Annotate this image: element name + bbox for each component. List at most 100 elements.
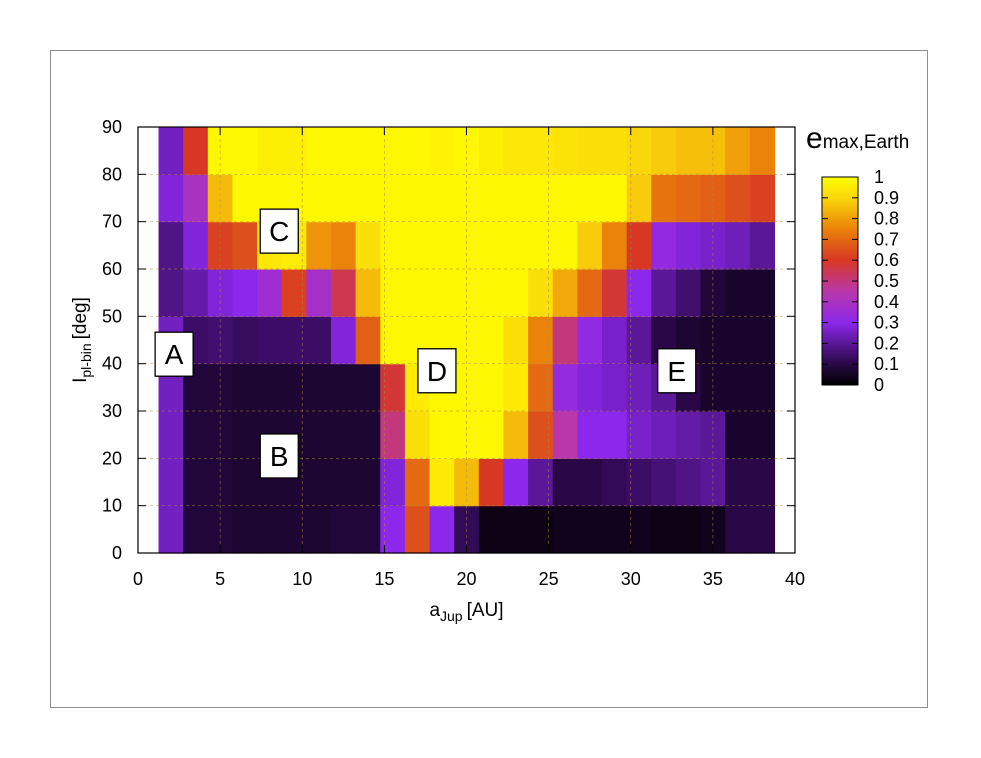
heatmap-cell — [675, 505, 702, 554]
x-tick-label: 25 — [539, 569, 559, 589]
heatmap-cell — [355, 316, 381, 365]
y-tick-label: 80 — [102, 164, 122, 184]
heatmap-cell — [749, 316, 776, 365]
heatmap-cell — [725, 127, 751, 175]
colorbar-tick-label: 0.7 — [874, 229, 899, 249]
heatmap-cell — [749, 458, 776, 507]
heatmap-cell — [355, 127, 381, 175]
y-tick-label: 10 — [102, 496, 122, 516]
heatmap-cell — [478, 127, 505, 175]
heatmap-cell — [725, 458, 751, 507]
heatmap-cell — [749, 363, 776, 412]
region-label: E — [667, 356, 686, 387]
heatmap-cell — [183, 221, 209, 270]
heatmap-cell — [651, 221, 677, 270]
heatmap-cell — [478, 411, 505, 459]
heatmap-cell — [552, 269, 578, 317]
heatmap-cell — [552, 127, 578, 175]
y-tick-label: 30 — [102, 401, 122, 421]
heatmap-cell — [404, 411, 431, 459]
region-label-box — [417, 348, 457, 394]
heatmap-cell — [577, 174, 603, 223]
heatmap-cell — [503, 269, 529, 317]
heatmap-cell — [257, 363, 283, 412]
heatmap-cell — [528, 363, 554, 412]
heatmap-cell — [355, 505, 381, 554]
heatmap-cell — [158, 411, 184, 459]
heatmap-cell — [749, 174, 776, 223]
heatmap-cell — [355, 221, 381, 270]
heatmap-cell — [306, 458, 332, 507]
heatmap-cell — [577, 221, 603, 270]
heatmap-cell — [528, 458, 554, 507]
heatmap-cell — [577, 458, 603, 507]
region-label: A — [165, 339, 184, 370]
x-tick-label: 10 — [292, 569, 312, 589]
heatmap-cells — [158, 127, 776, 554]
heatmap-cell — [306, 411, 332, 459]
heatmap-cell — [404, 269, 431, 317]
heatmap-cell — [232, 221, 258, 270]
heatmap-cell — [257, 316, 283, 365]
heatmap-cell — [404, 174, 431, 223]
heatmap-cell — [675, 221, 702, 270]
colorbar-label: emax,Earth — [806, 122, 909, 155]
heatmap-cell — [651, 174, 677, 223]
region-label-box — [259, 208, 299, 254]
heatmap-cell — [577, 363, 603, 412]
colorbar-tick-label: 1 — [874, 167, 884, 187]
heatmap-cell — [528, 269, 554, 317]
region-label-box — [154, 331, 194, 377]
x-tick-label: 30 — [621, 569, 641, 589]
heatmap-cell — [478, 269, 505, 317]
heatmap-cell — [528, 316, 554, 365]
heatmap-cell — [429, 411, 455, 459]
heatmap-cell — [355, 363, 381, 412]
heatmap-cell — [232, 458, 258, 507]
heatmap-cell — [478, 174, 505, 223]
x-axis-label-sub: Jup — [440, 608, 463, 624]
heatmap-cell — [602, 174, 628, 223]
heatmap-cell — [577, 269, 603, 317]
figure-frame — [50, 50, 928, 708]
heatmap-cell — [330, 221, 357, 270]
heatmap-cell — [158, 269, 184, 317]
heatmap-cell — [626, 221, 652, 270]
heatmap-cell — [651, 458, 677, 507]
heatmap-cell — [330, 316, 357, 365]
heatmap-cell — [306, 269, 332, 317]
colorbar-tick-label: 0.8 — [874, 209, 899, 229]
heatmap-cell — [330, 411, 357, 459]
x-tick-label: 35 — [703, 569, 723, 589]
heatmap-cell — [651, 411, 677, 459]
colorbar-label-sub: max,Earth — [823, 132, 910, 153]
x-tick-label: 5 — [215, 569, 225, 589]
heatmap-cell — [158, 458, 184, 507]
x-tick-label: 15 — [374, 569, 394, 589]
y-axis-label-unit: [deg] — [70, 297, 91, 339]
heatmap-cell — [552, 458, 578, 507]
heatmap-cell — [503, 316, 529, 365]
heatmap-cell — [552, 411, 578, 459]
heatmap-cell — [306, 363, 332, 412]
heatmap-cell — [429, 505, 455, 554]
heatmap-cell — [306, 127, 332, 175]
colorbar-tick-label: 0 — [874, 375, 884, 395]
y-tick-label: 50 — [102, 306, 122, 326]
heatmap-cell — [577, 411, 603, 459]
heatmap-cell — [602, 505, 628, 554]
heatmap-cell — [207, 221, 234, 270]
heatmap-cell — [281, 316, 307, 365]
heatmap-cell — [602, 458, 628, 507]
heatmap-cell — [528, 505, 554, 554]
y-axis-ticks: 0 10 20 30 40 50 60 70 80 90 — [102, 117, 795, 563]
heatmap-cell — [749, 411, 776, 459]
x-tick-label: 0 — [133, 569, 143, 589]
heatmap-cell — [183, 269, 209, 317]
y-tick-label: 40 — [102, 354, 122, 374]
heatmap-cell — [675, 174, 702, 223]
x-axis-label: aJup [AU] — [429, 600, 503, 624]
heatmap-cell — [158, 221, 184, 270]
heatmap-cell — [355, 174, 381, 223]
heatmap-cell — [330, 363, 357, 412]
